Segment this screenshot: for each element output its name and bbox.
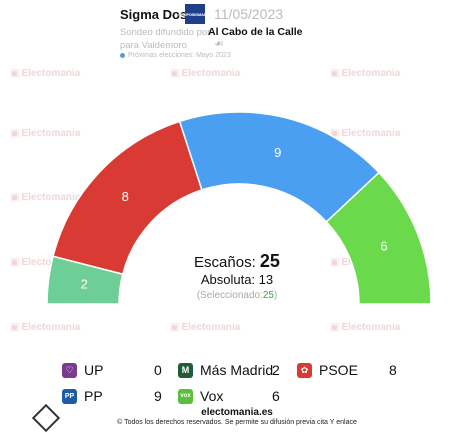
watermark: Electomania: [10, 322, 80, 333]
majority-value: 13: [258, 272, 274, 287]
seat-label: 2: [81, 276, 88, 291]
town-crest-icon: ☙: [214, 38, 224, 50]
seats-label: Escaños:: [194, 254, 256, 271]
vox-icon: vox: [178, 388, 193, 404]
legend-label: PSOE: [319, 362, 358, 378]
next-elections: Próximas elecciones: Mayo 2023: [120, 52, 231, 59]
legend-item-mas-madrid: M Más Madrid: [178, 362, 273, 378]
subtitle-line1: Sondeo difundido por: [120, 27, 211, 38]
watermark: Electomania: [10, 128, 80, 139]
legend-value: 8: [389, 362, 397, 378]
watermark: Electomania: [10, 192, 80, 203]
seat-label: 8: [122, 189, 129, 204]
medio-name: Al Cabo de la Calle: [208, 26, 303, 38]
legend-label: UP: [84, 362, 104, 378]
pollster-logo: GRUPOSIGMADOS: [178, 4, 212, 24]
legend-label: PP: [84, 388, 103, 404]
legend-item-vox: vox Vox: [178, 388, 223, 404]
watermark: Electomania: [10, 68, 80, 79]
copyright: © Todos los derechos reservados. Se perm…: [117, 419, 357, 426]
legend-value: 2: [272, 362, 280, 378]
seat-segment-vox: [325, 171, 432, 305]
watermark: Electomania: [330, 128, 400, 139]
majority: Absoluta: 13: [0, 272, 474, 287]
legend-value: 0: [154, 362, 162, 378]
subtitle-line2: para Valdemoro: [120, 40, 187, 51]
legend-item-psoe: ✿ PSOE: [297, 362, 358, 378]
up-heart-icon: ♡: [62, 362, 77, 378]
majority-label: Absoluta:: [200, 272, 256, 287]
watermark: Electomania: [170, 68, 240, 79]
watermark: Electomania: [330, 68, 400, 79]
seats-value: 25: [259, 251, 280, 271]
selected-seats: (Seleccionado:25): [196, 290, 278, 301]
watermark: Electomania: [330, 322, 400, 333]
seats-total: Escaños: 25: [0, 251, 474, 272]
pp-gull-icon: PP: [62, 388, 77, 404]
pollster-name: Sigma Dos: [120, 7, 188, 22]
legend-label: Más Madrid: [200, 362, 274, 378]
mas-madrid-icon: M: [178, 362, 193, 378]
next-elections-text: Próximas elecciones: Mayo 2023: [128, 52, 231, 59]
legend-label: Vox: [200, 388, 224, 404]
globe-icon: [120, 52, 125, 58]
selected-label: (Seleccionado:: [196, 290, 263, 301]
legend-item-up: ♡ UP: [62, 362, 103, 378]
legend-value: 9: [154, 388, 162, 404]
seat-label: 9: [274, 145, 281, 160]
seat-label: 6: [380, 239, 387, 254]
psoe-rose-icon: ✿: [297, 362, 312, 378]
legend-value: 6: [272, 388, 280, 404]
poll-date: 11/05/2023: [214, 6, 284, 22]
selected-value: 25: [262, 290, 274, 301]
site-name: electomania.es: [201, 407, 273, 418]
legend-item-pp: PP PP: [62, 388, 103, 404]
watermark: Electomania: [170, 322, 240, 333]
